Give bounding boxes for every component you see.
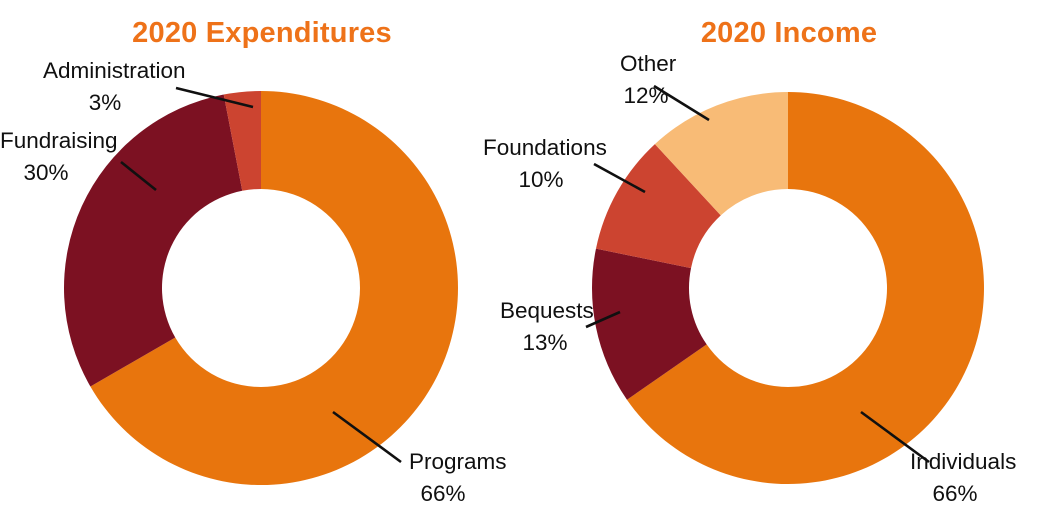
chart-title-expenditures: 2020 Expenditures bbox=[132, 17, 392, 49]
leader-lines-income bbox=[585, 84, 930, 464]
slice-category-label: Other bbox=[620, 51, 677, 76]
slice-value-label: 12% bbox=[623, 83, 668, 108]
leader-line bbox=[653, 84, 710, 122]
leader-line bbox=[120, 160, 157, 192]
donut-slice[interactable] bbox=[591, 248, 707, 400]
donut-slices-expenditures bbox=[63, 91, 458, 485]
donut-slice[interactable] bbox=[90, 91, 458, 485]
donut-slice[interactable] bbox=[654, 92, 788, 216]
slice-labels-income: Individuals 66% Bequests 13% Foundations 10% O… bbox=[483, 51, 1016, 506]
chart-income: 2020 Income Individuals 66% Bequests 13% Fou… bbox=[483, 17, 1016, 506]
chart-title-income: 2020 Income bbox=[701, 17, 877, 49]
leader-line bbox=[593, 162, 646, 194]
slice-value-label: 13% bbox=[522, 330, 567, 355]
slice-value-label: 3% bbox=[89, 90, 122, 115]
donut-slice[interactable] bbox=[626, 92, 984, 485]
donut-slice[interactable] bbox=[595, 144, 721, 269]
chart-expenditures: 2020 Expenditures Programs 66% Fundraising… bbox=[0, 17, 507, 506]
donut-slice[interactable] bbox=[63, 94, 243, 387]
leader-line bbox=[175, 86, 254, 109]
slice-labels-expenditures: Programs 66% Fundraising 30% Administration 3… bbox=[0, 58, 507, 506]
leader-line bbox=[860, 410, 930, 464]
slice-value-label: 30% bbox=[23, 160, 68, 185]
leader-line bbox=[585, 310, 621, 329]
donut-slices-income bbox=[591, 92, 984, 485]
slice-value-label: 66% bbox=[932, 481, 977, 506]
donut-slice[interactable] bbox=[223, 91, 261, 191]
slice-category-label: Bequests bbox=[500, 298, 594, 323]
slice-category-label: Foundations bbox=[483, 135, 607, 160]
slice-category-label: Programs bbox=[409, 449, 507, 474]
slice-category-label: Fundraising bbox=[0, 128, 118, 153]
slice-category-label: Administration bbox=[43, 58, 186, 83]
slice-category-label: Individuals bbox=[910, 449, 1016, 474]
leader-lines-expenditures bbox=[120, 86, 402, 464]
slice-value-label: 10% bbox=[518, 167, 563, 192]
slice-value-label: 66% bbox=[420, 481, 465, 506]
leader-line bbox=[332, 410, 402, 464]
